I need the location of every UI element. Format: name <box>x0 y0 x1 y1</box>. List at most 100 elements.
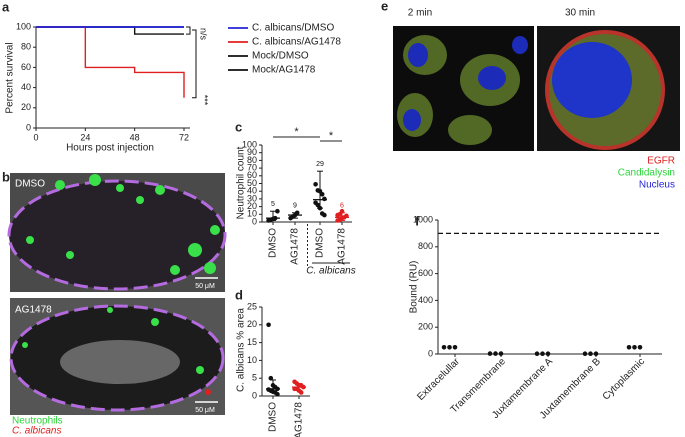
y-tick-label: 800 <box>418 241 433 251</box>
data-point <box>266 322 271 328</box>
image-title: 2 min <box>408 8 432 19</box>
median-label: 6 <box>340 203 344 210</box>
survival-line <box>36 26 185 98</box>
panel-letter: d <box>235 287 243 302</box>
median-label: 9 <box>293 203 297 210</box>
data-point <box>534 351 540 357</box>
data-point <box>319 191 325 197</box>
x-tick-label: Cytoplasmic <box>601 356 647 402</box>
data-point <box>452 345 458 350</box>
y-tick-label: 20 <box>21 102 31 112</box>
data-point <box>632 345 637 350</box>
y-axis-label: Percent survival <box>5 42 16 113</box>
legend-label: Mock/DMSO <box>252 51 309 62</box>
y-tick-label: 80 <box>247 155 257 165</box>
median-label: 5 <box>271 201 275 208</box>
significance-label: * <box>294 126 299 138</box>
significance-bracket <box>192 29 197 99</box>
microscopy-image <box>9 298 225 415</box>
significance-bracket <box>186 26 191 35</box>
data-point <box>322 196 327 202</box>
image-legend: Candidalysin <box>618 168 675 179</box>
y-tick-label: 0 <box>428 348 433 358</box>
image-legend: EGFR <box>647 156 675 167</box>
legend-label: C. albicans/DMSO <box>252 23 334 34</box>
data-point <box>582 351 588 357</box>
data-point <box>298 390 304 395</box>
x-tick-label: DMSO <box>268 228 279 258</box>
y-tick-label: 0 <box>26 122 31 132</box>
data-point <box>545 351 551 357</box>
image-title: 30 min <box>565 8 595 19</box>
image-legend: C. albicans <box>12 426 61 437</box>
data-point <box>322 212 327 218</box>
x-tick-label: 0 <box>33 132 38 142</box>
image-label: AG1478 <box>15 305 52 316</box>
y-tick-label: 80 <box>21 42 31 52</box>
x-tick-label: DMSO <box>315 228 326 258</box>
data-point <box>487 351 493 356</box>
y-tick-label: 400 <box>418 295 433 305</box>
x-tick-label: 24 <box>80 132 90 142</box>
y-tick-label: 15 <box>247 337 257 347</box>
image-legend: Neutrophils <box>12 416 63 427</box>
data-point <box>313 181 318 187</box>
data-point <box>447 345 452 350</box>
panel-letter: a <box>2 0 10 14</box>
group-label: C. albicans <box>306 266 355 277</box>
panel-letter: c <box>235 119 242 134</box>
y-tick-label: 10 <box>247 209 257 219</box>
y-tick-label: 40 <box>247 186 257 196</box>
y-tick-label: 600 <box>418 268 433 278</box>
x-tick-label: AG1478 <box>337 228 348 265</box>
x-tick-label: 48 <box>130 132 140 142</box>
data-point <box>540 351 545 357</box>
x-tick-label: DMSO <box>268 402 279 432</box>
x-axis-label: Hours post injection <box>66 143 154 154</box>
data-point <box>493 351 498 356</box>
y-axis-label: Neutrophil count <box>236 146 247 219</box>
panel-letter: e <box>381 0 388 13</box>
y-tick-label: 90 <box>247 147 257 157</box>
x-tick-label: AG1478 <box>290 228 301 265</box>
scale-bar-label: 50 μM <box>195 283 215 290</box>
data-point <box>268 375 274 381</box>
x-tick-label: 72 <box>179 132 189 142</box>
y-tick-label: 50 <box>247 178 257 188</box>
data-point <box>593 351 599 357</box>
y-tick-label: 70 <box>247 162 257 172</box>
legend-label: C. albicans/AG1478 <box>252 37 341 48</box>
legend-label: Mock/AG1478 <box>252 65 316 76</box>
data-point <box>441 345 447 350</box>
y-tick-label: 0 <box>252 390 257 400</box>
y-tick-label: 10 <box>247 355 257 365</box>
y-tick-label: 20 <box>247 319 257 329</box>
y-tick-label: 20 <box>247 201 257 211</box>
panel-letter: b <box>2 169 10 184</box>
image-legend: Nucleus <box>639 180 675 191</box>
y-tick-label: 100 <box>16 21 31 31</box>
survival-line <box>36 26 184 35</box>
image-label: DMSO <box>15 179 45 190</box>
data-point <box>588 351 593 357</box>
median-label: 29 <box>316 161 324 168</box>
y-axis-label: C. albicans % area <box>236 308 247 392</box>
y-tick-label: 40 <box>21 82 31 92</box>
data-point <box>275 391 280 397</box>
x-tick-label: AG1478 <box>294 402 305 437</box>
y-tick-label: 100 <box>242 139 257 149</box>
data-point <box>637 345 643 350</box>
x-tick-label: Extracelullar <box>415 356 462 403</box>
y-tick-label: 60 <box>247 170 257 180</box>
y-tick-label: 5 <box>252 373 257 383</box>
y-tick-label: 200 <box>418 322 433 332</box>
panel-letter: f <box>415 213 420 228</box>
significance-label: *** <box>200 95 210 106</box>
y-tick-label: 30 <box>247 193 257 203</box>
significance-label: * <box>329 130 334 142</box>
y-tick-label: 1000 <box>413 214 433 224</box>
y-tick-label: 25 <box>247 301 257 311</box>
y-tick-label: 0 <box>252 216 257 226</box>
scale-bar-label: 50 μM <box>195 407 215 414</box>
